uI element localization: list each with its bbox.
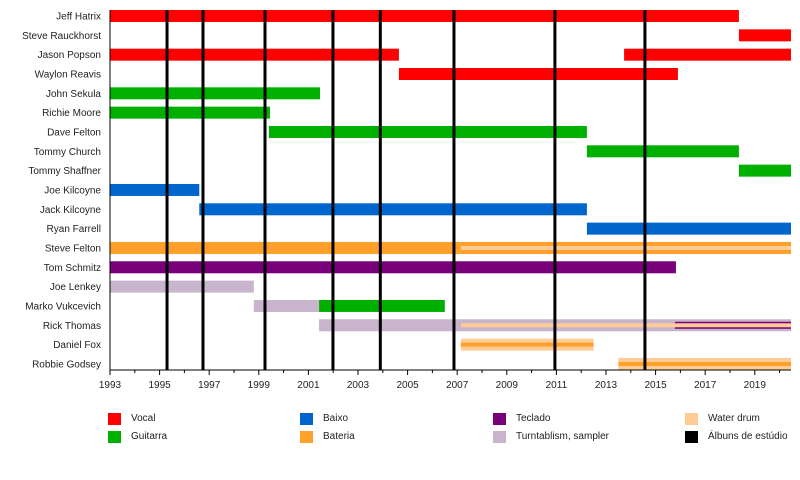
member-name: Tommy Church <box>34 147 101 158</box>
member-name: John Sekula <box>46 89 101 100</box>
x-tick-label: 2013 <box>595 380 618 391</box>
bar-vocal <box>624 48 791 61</box>
legend-swatch <box>685 412 698 425</box>
legend-swatch <box>300 430 313 443</box>
bar-teclado <box>110 261 676 274</box>
member-name: Marko Vukcevich <box>25 301 101 312</box>
legend-swatch <box>108 430 121 443</box>
member-name: Joe Lenkey <box>50 282 101 293</box>
legend-label: Baixo <box>323 413 349 424</box>
x-tick-label: 2019 <box>744 380 767 391</box>
member-name: Daniel Fox <box>53 340 101 351</box>
member-name: Dave Felton <box>47 127 101 138</box>
bar-turntablism <box>110 280 254 293</box>
legend-label: Bateria <box>323 431 355 442</box>
x-tick-label: 2003 <box>347 380 370 391</box>
x-tick-label: 2015 <box>644 380 667 391</box>
legend-swatch <box>493 412 506 425</box>
legend-label: Turntablism, sampler <box>516 431 609 442</box>
legend-swatch <box>685 430 698 443</box>
bar-vocal <box>738 29 791 42</box>
bar-guitarra <box>268 125 587 138</box>
legend-item-teclado: Teclado <box>493 412 550 425</box>
legend-swatch <box>300 412 313 425</box>
member-name: Jack Kilcoyne <box>40 205 102 216</box>
x-tick-label: 2017 <box>694 380 717 391</box>
x-axis: 1993 1995 1997 1999 2001 2003 2005 2007 2009 2011… <box>99 10 791 391</box>
legend-swatch <box>108 412 121 425</box>
legend-item-albuns: Álbuns de estúdio <box>685 430 788 443</box>
legend-item-bateria: Bateria <box>300 430 355 443</box>
bars-layer <box>110 10 791 370</box>
x-tick-label: 2005 <box>396 380 419 391</box>
legend-label: Teclado <box>516 413 551 424</box>
x-tick-label: 2007 <box>446 380 469 391</box>
bar-vocal <box>110 48 399 61</box>
bar-guitarra <box>586 145 739 158</box>
member-name: Steve Rauckhorst <box>22 31 101 42</box>
bar-bateria <box>460 342 594 347</box>
legend-label: Álbuns de estúdio <box>708 431 788 442</box>
legend-item-baixo: Baixo <box>300 412 348 425</box>
legend-swatch <box>493 430 506 443</box>
member-name: Ryan Farrell <box>47 224 101 235</box>
legend-item-water_drum: Water drum <box>685 412 760 425</box>
legend-label: Vocal <box>131 413 156 424</box>
album-lines-layer <box>165 10 647 370</box>
bar-water_drum <box>460 323 791 328</box>
bar-guitarra <box>738 164 791 177</box>
x-tick-label: 2009 <box>496 380 519 391</box>
bar-vocal <box>110 10 739 22</box>
member-name: Jeff Hatrix <box>56 12 101 23</box>
member-name: Tommy Shaffner <box>28 166 101 177</box>
member-name: Joe Kilcoyne <box>44 185 101 196</box>
bar-water_drum <box>460 245 791 250</box>
member-name: Steve Felton <box>45 243 101 254</box>
legend-item-turntablism: Turntablism, sampler <box>493 430 609 443</box>
member-name: Waylon Reavis <box>35 69 101 80</box>
x-tick-label: 1993 <box>99 380 122 391</box>
x-tick-label: 1997 <box>198 380 221 391</box>
member-name: Tom Schmitz <box>44 263 101 274</box>
member-names-layer: Jeff Hatrix Steve Rauckhorst Jason Popson W… <box>22 12 102 371</box>
member-name: Richie Moore <box>42 108 101 119</box>
x-tick-label: 1999 <box>248 380 271 391</box>
bar-bateria <box>618 361 791 366</box>
bar-guitarra <box>110 87 321 100</box>
bar-turntablism <box>253 299 320 312</box>
x-tick-label: 2001 <box>297 380 320 391</box>
member-name: Rick Thomas <box>43 321 101 332</box>
member-name: Jason Popson <box>38 50 101 61</box>
bar-vocal <box>398 67 678 80</box>
bar-bateria <box>110 241 791 254</box>
bar-baixo <box>586 222 791 235</box>
legend-item-guitarra: Guitarra <box>108 430 167 443</box>
member-name: Robbie Godsey <box>32 359 101 370</box>
x-tick-label: 1995 <box>148 380 171 391</box>
bar-baixo <box>110 183 200 196</box>
legend-label: Water drum <box>708 413 760 424</box>
legend-label: Guitarra <box>131 431 168 442</box>
bar-baixo <box>199 203 587 216</box>
x-tick-label: 2011 <box>546 380 568 391</box>
bar-guitarra <box>110 106 270 119</box>
bar-guitarra <box>319 299 445 312</box>
legend-item-vocal: Vocal <box>108 412 155 425</box>
